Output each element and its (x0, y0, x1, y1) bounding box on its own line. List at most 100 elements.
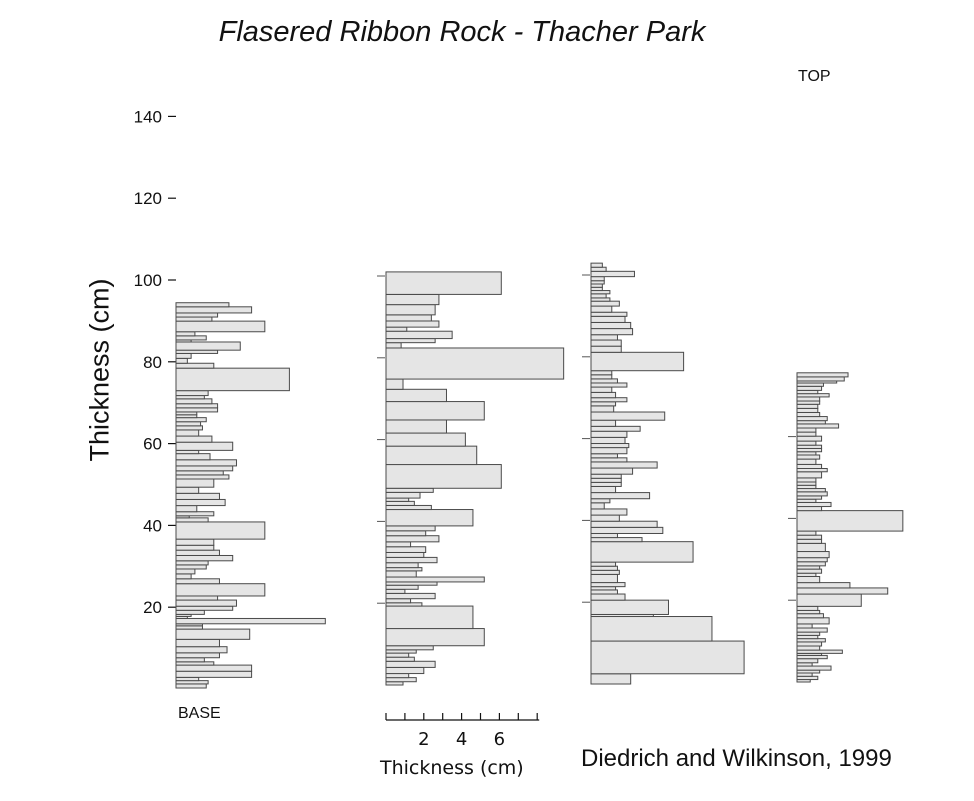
bed-bar (796, 463, 823, 470)
bed-bar (175, 683, 207, 689)
bed-bar (175, 417, 207, 423)
bed-bar (175, 564, 207, 570)
bed-bar (175, 407, 219, 413)
bed-bar (590, 321, 632, 330)
bed-bar (590, 266, 607, 272)
bed-bar (385, 652, 410, 658)
bed-bar (796, 613, 824, 619)
bed-bar (590, 561, 617, 567)
bed-bar (590, 419, 617, 427)
bed-bar (175, 609, 205, 615)
bed-bar (590, 573, 618, 584)
source-credit: Diedrich and Wilkinson, 1999 (581, 745, 892, 772)
bed-bar (590, 334, 618, 341)
bed-bar (385, 342, 402, 349)
bed-bar (590, 569, 620, 575)
y-tick-label: 20 (143, 598, 162, 617)
bed-bar (590, 328, 634, 336)
bed-bar (590, 492, 651, 500)
bed-bar (796, 641, 823, 647)
bed-bar (796, 396, 821, 402)
bed-bar (796, 411, 821, 418)
bed-bar (590, 262, 603, 268)
bed-bar (175, 429, 200, 437)
bed-bar (175, 521, 266, 540)
bed-bar (590, 411, 666, 421)
bed-bar (385, 592, 436, 600)
bed-bar (385, 562, 419, 569)
bed-bar (796, 551, 830, 559)
bed-bar (590, 498, 611, 504)
bed-bar (796, 458, 817, 465)
bed-bar (175, 459, 237, 467)
bed-bar (175, 470, 224, 476)
bed-bar (796, 376, 845, 382)
bed-bar (175, 617, 326, 625)
bed-bar (385, 304, 436, 316)
bed-bar (590, 315, 626, 323)
bed-bar (175, 398, 213, 405)
bed-bar (590, 520, 658, 528)
bed-bar (796, 477, 817, 483)
bed-bar (175, 421, 202, 427)
bed-bar (175, 390, 209, 397)
bed-bar (590, 430, 628, 438)
bed-bar (385, 525, 436, 532)
bed-bar (175, 538, 215, 546)
bed-bar (385, 677, 417, 683)
bed-bar (175, 316, 213, 322)
bed-bar (175, 478, 215, 488)
bed-bar (175, 517, 209, 523)
bed-bar (175, 465, 234, 472)
bed-bar (385, 546, 427, 553)
bed-bar (385, 326, 408, 332)
bed-bar (385, 504, 432, 511)
bed-bar (175, 599, 237, 607)
bed-bar (175, 367, 290, 392)
bed-bar (590, 300, 620, 307)
bed-bar (796, 471, 823, 479)
bed-bar (590, 508, 628, 516)
bed-bar (590, 382, 628, 388)
bed-bar (590, 481, 622, 487)
bed-bar (175, 474, 230, 480)
bed-bar (590, 477, 622, 483)
bed-bar (590, 311, 628, 317)
bed-bar (590, 339, 622, 347)
bed-bar (796, 491, 828, 497)
bed-bar (796, 440, 817, 446)
bed-bar (385, 388, 447, 403)
bed-bar (175, 441, 234, 451)
bed-bar (175, 605, 234, 611)
bed-bar (385, 605, 474, 630)
bed-bar (385, 541, 412, 548)
bed-bar (590, 386, 613, 393)
bed-bar (590, 467, 634, 475)
bed-bar (590, 473, 622, 479)
bed-bar (590, 457, 628, 463)
bed-bar (175, 505, 198, 513)
bed-bar (590, 276, 605, 282)
bed-bar (385, 338, 436, 344)
bed-bar (590, 502, 605, 510)
bed-bar (385, 347, 565, 380)
bed-bar (385, 491, 421, 499)
bed-bar (796, 427, 817, 433)
bed-bar (796, 501, 832, 508)
bed-bar (590, 526, 664, 534)
bed-bar (385, 666, 425, 675)
bed-bar (175, 320, 266, 333)
bed-bar (175, 498, 226, 507)
bed-bar (175, 560, 209, 566)
bed-bar (590, 447, 628, 455)
chart-title: Flasered Ribbon Rock - Thacher Park (218, 16, 706, 48)
bed-bar (175, 425, 203, 431)
bed-bar (385, 330, 453, 340)
bed-bar (175, 335, 207, 341)
bed-bar (175, 352, 192, 359)
bed-bar (385, 656, 415, 662)
bed-bar (590, 436, 626, 445)
bed-bar (175, 312, 219, 318)
scale-bar-tick-label: 4 (456, 729, 467, 750)
bed-bar (796, 385, 823, 391)
